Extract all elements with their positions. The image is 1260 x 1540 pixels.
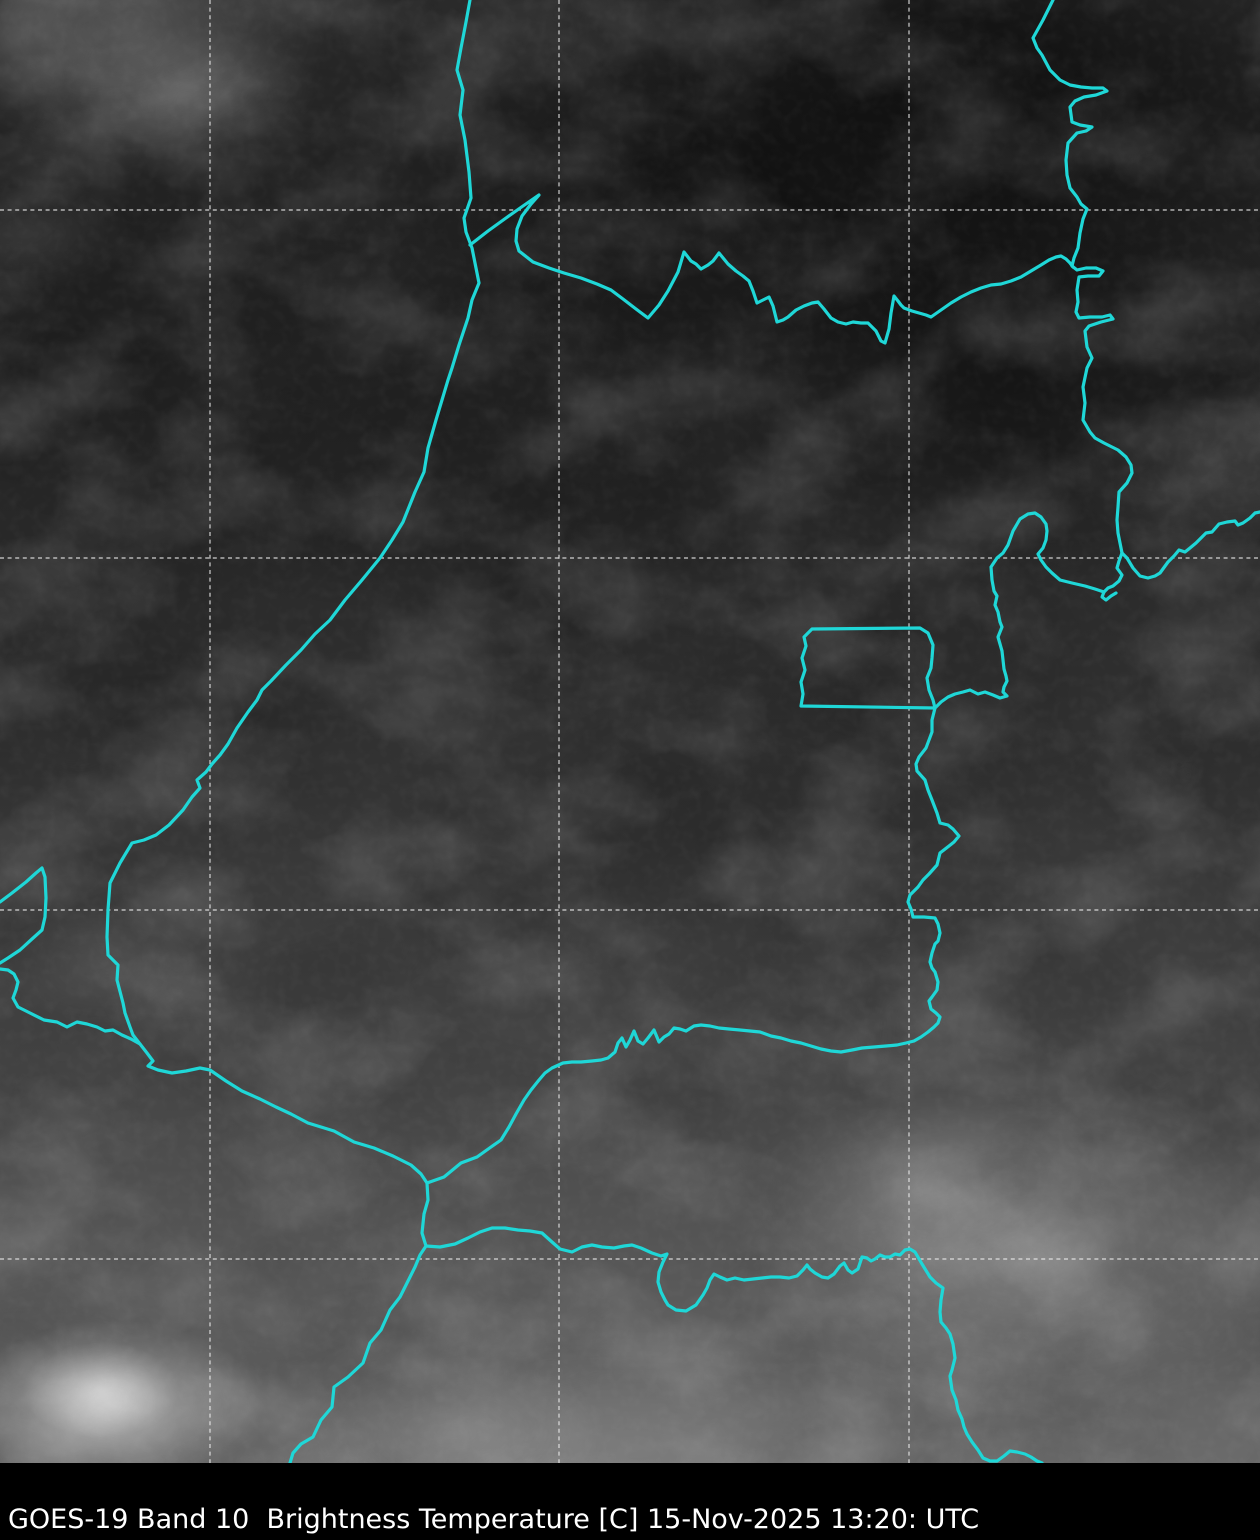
map-overlay bbox=[0, 0, 1260, 1463]
boundary-west-border bbox=[105, 0, 481, 1463]
country-borders bbox=[0, 0, 1260, 1463]
boundary-interior-link bbox=[933, 511, 1106, 710]
caption-text: GOES-19 Band 10 Brightness Temperature [… bbox=[8, 1504, 980, 1535]
caption-bar: GOES-19 Band 10 Brightness Temperature [… bbox=[0, 1463, 1260, 1540]
satellite-image bbox=[0, 0, 1260, 1463]
boundary-left-edge-wedge bbox=[0, 866, 48, 965]
boundary-left-curl bbox=[0, 967, 142, 1046]
boundary-river-hook bbox=[1100, 551, 1124, 602]
boundary-north-ridge bbox=[468, 193, 1075, 345]
boundary-east-spur bbox=[1120, 510, 1260, 580]
boundary-northeast-border bbox=[1031, 0, 1134, 555]
boundary-south-border bbox=[424, 1226, 1044, 1463]
graticule bbox=[0, 0, 1260, 1463]
boundary-admin-box bbox=[799, 626, 937, 710]
boundary-southeast-jagged bbox=[425, 706, 961, 1185]
